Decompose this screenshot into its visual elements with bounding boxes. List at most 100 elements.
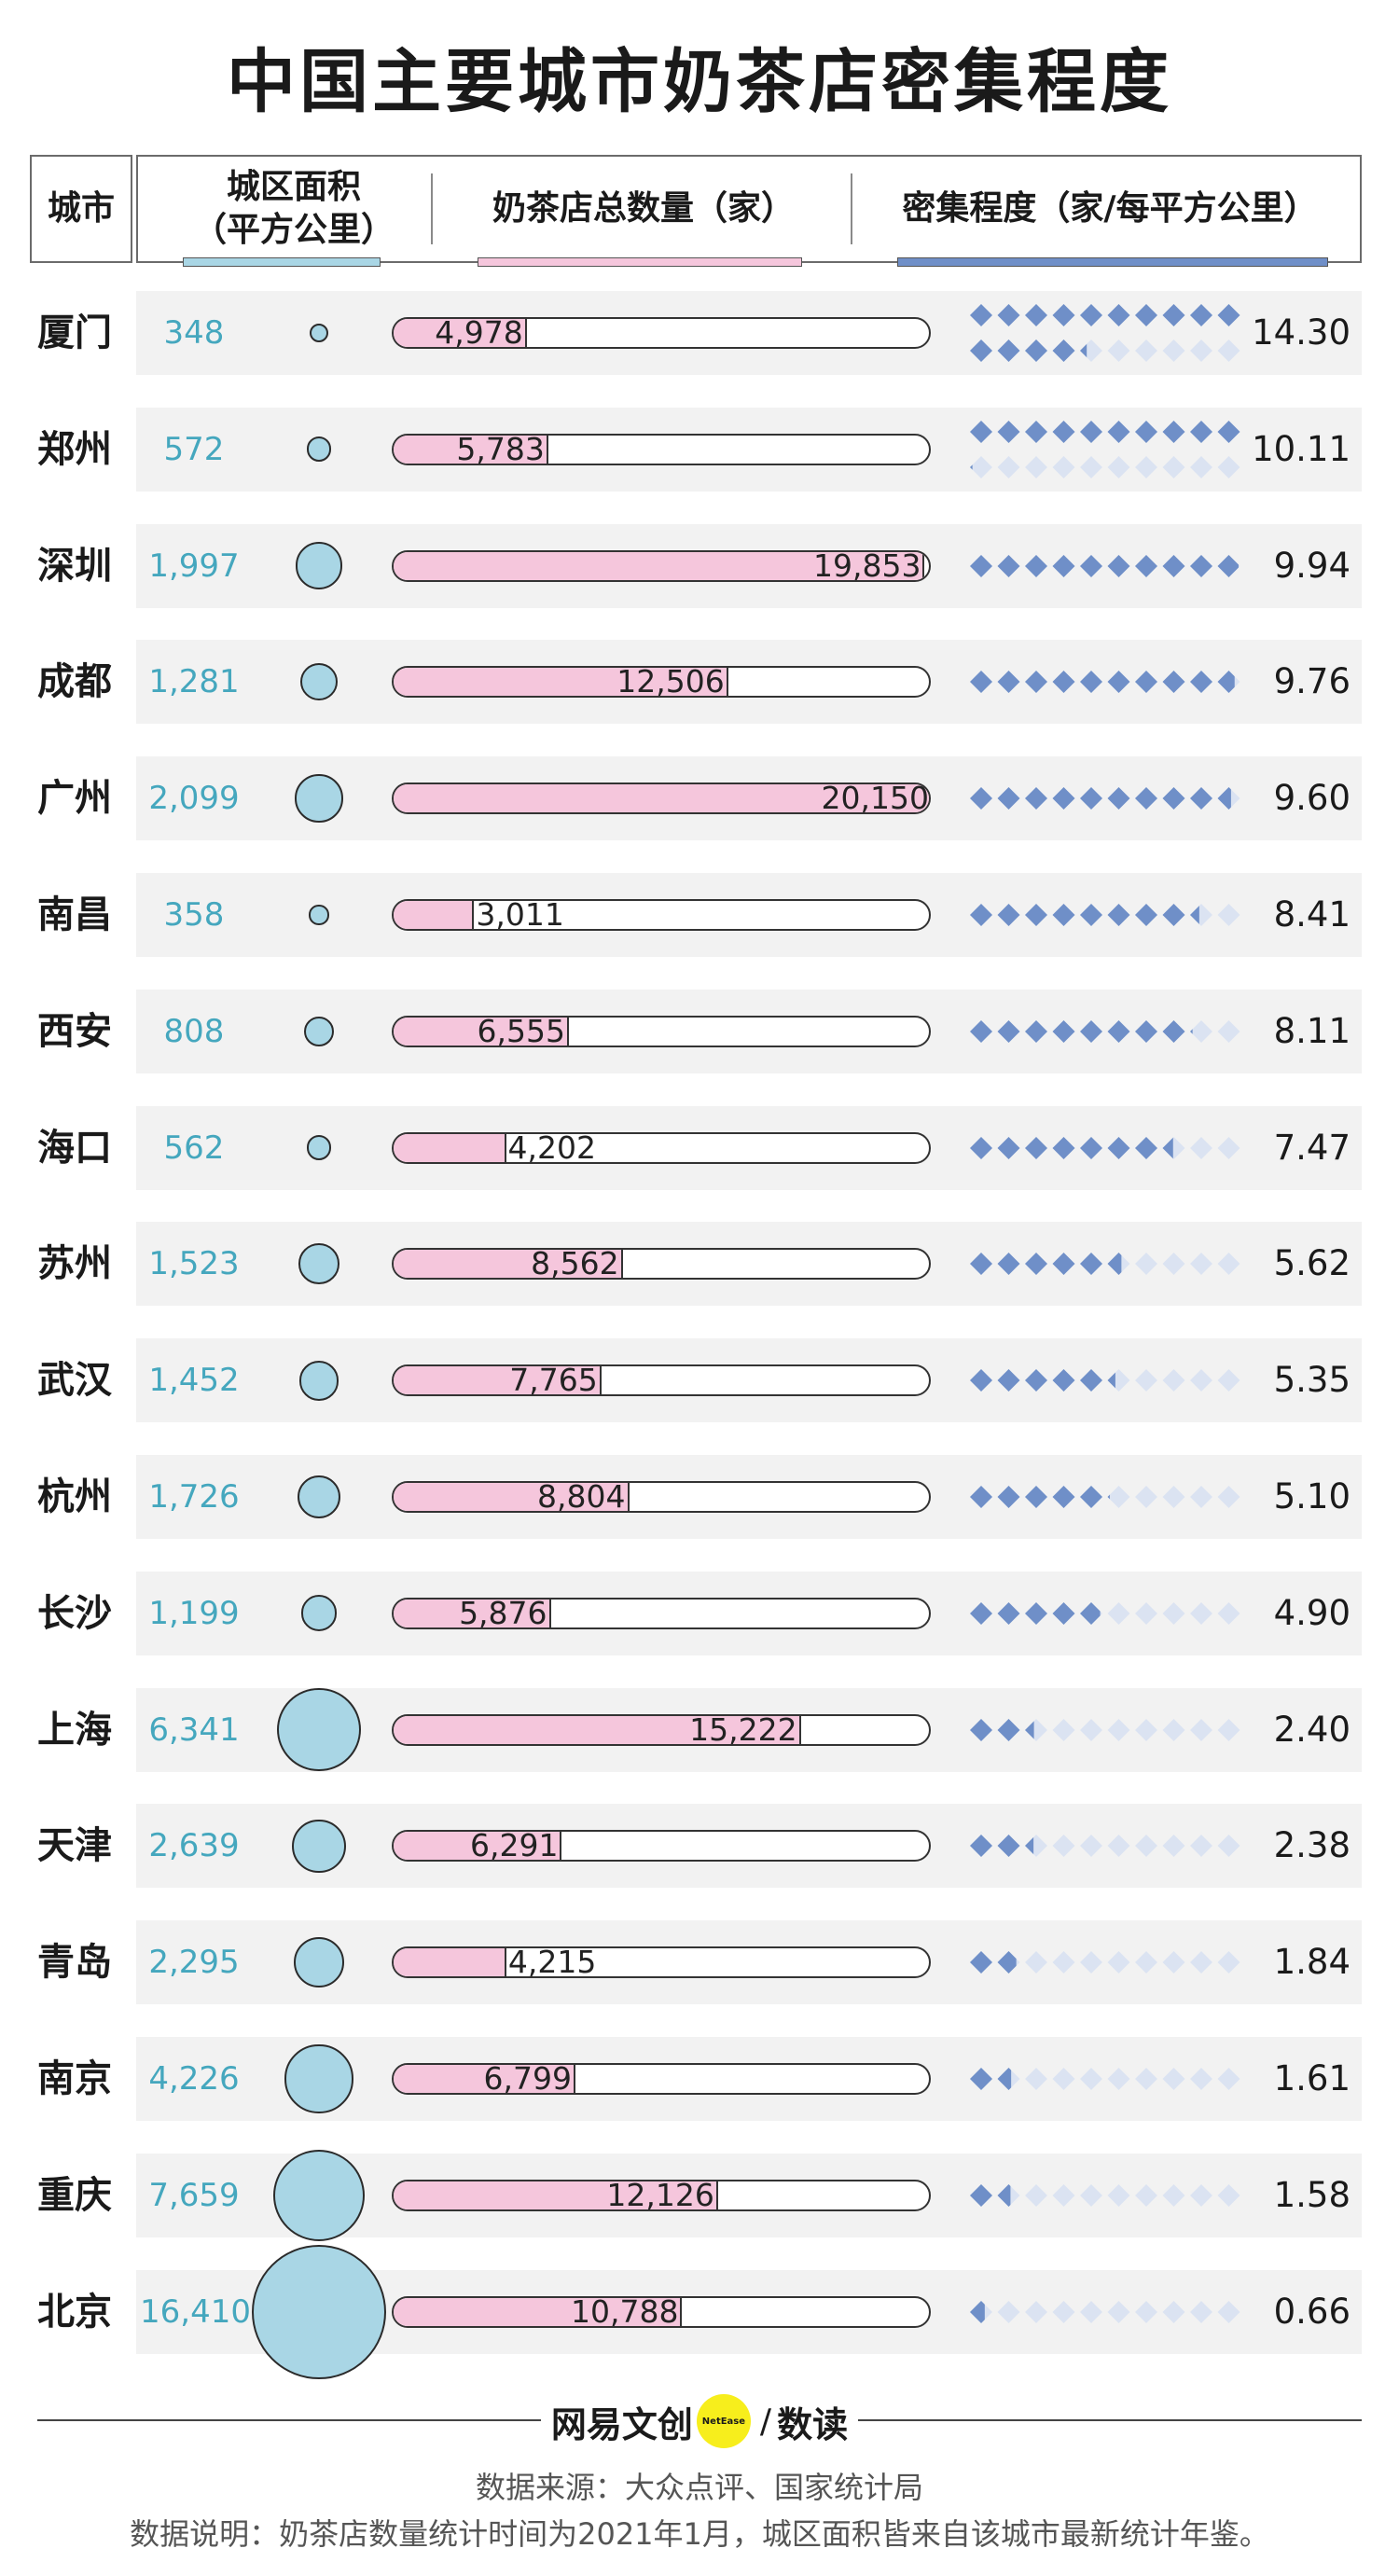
area-bubble: [272, 2149, 366, 2241]
density-diamond-empty: [1217, 1718, 1240, 1741]
density-diamond: [1107, 787, 1130, 810]
density-diamond: [997, 1253, 1020, 1276]
density-diamond-empty: [1107, 2300, 1130, 2323]
density-diamond: [997, 1835, 1020, 1858]
density-diamond: [1107, 1136, 1130, 1159]
density-diamond: [1135, 1136, 1157, 1159]
city-name: 杭州: [37, 1475, 112, 1518]
density-diamond-empty: [1052, 2068, 1075, 2090]
density-diamonds: [970, 671, 1240, 694]
area-value: 808: [163, 1012, 225, 1050]
density-diamond: [1190, 671, 1212, 694]
area-bubble: [300, 1595, 338, 1632]
density-diamonds: [970, 2183, 1240, 2207]
density-value: 10.11: [1252, 428, 1351, 469]
area-bubble: [309, 323, 329, 343]
table-row: 深圳 1,997 19,853 9.94: [0, 523, 1399, 608]
density-diamond-empty: [1217, 455, 1240, 478]
count-bar: [394, 1483, 630, 1511]
city-name: 海口: [37, 1126, 112, 1170]
density-diamond: [1080, 1253, 1102, 1276]
header-count-key: [478, 257, 802, 267]
density-diamond: [1080, 1369, 1102, 1392]
density-diamond: [1107, 1494, 1110, 1500]
density-value: 2.38: [1273, 1825, 1351, 1866]
count-label: 5,876: [459, 1594, 547, 1631]
density-diamond: [1025, 420, 1047, 443]
density-diamond: [970, 1601, 992, 1625]
density-diamond-empty: [1217, 1136, 1240, 1159]
density-value: 5.35: [1273, 1360, 1351, 1401]
density-diamond-empty: [1052, 1835, 1075, 1858]
density-diamond-empty: [1217, 1369, 1240, 1392]
density-diamond: [1217, 671, 1235, 694]
density-diamond: [1190, 304, 1212, 326]
density-diamond: [1190, 787, 1212, 810]
density-diamond: [1025, 1136, 1047, 1159]
density-diamond-empty: [1107, 1951, 1130, 1974]
density-value: 5.10: [1273, 1476, 1351, 1517]
density-diamond: [1080, 343, 1087, 358]
density-diamond: [970, 2300, 985, 2323]
density-diamond-empty: [1107, 339, 1130, 362]
density-diamond-empty: [1190, 1369, 1212, 1392]
density-diamond-empty: [1217, 1951, 1240, 1974]
density-diamond-empty: [1052, 2300, 1075, 2323]
table-row: 苏州 1,523 8,562 5.62: [0, 1222, 1399, 1307]
area-bubble: [295, 542, 343, 589]
density-diamond: [1217, 554, 1240, 577]
density-diamond: [970, 1019, 992, 1043]
density-diamond: [1080, 304, 1102, 326]
density-diamond-empty: [1080, 455, 1102, 478]
count-bar-track: [392, 899, 931, 931]
density-diamond-empty: [1025, 2183, 1047, 2207]
count-bar: [394, 901, 475, 929]
density-diamond: [1025, 787, 1047, 810]
density-diamonds: [970, 1019, 1240, 1043]
density-diamond: [997, 1486, 1020, 1508]
density-diamond-empty: [1162, 1951, 1185, 1974]
density-diamond-empty: [1217, 2183, 1240, 2207]
footer-note: 数据说明：奶茶店数量统计时间为2021年1月，城区面积皆来自该城市最新统计年鉴。: [130, 2516, 1269, 2552]
header-box-city: [30, 155, 132, 263]
count-bar: [394, 1017, 570, 1046]
area-value: 2,099: [148, 780, 240, 818]
density-diamond: [1162, 904, 1185, 926]
area-value: 4,226: [148, 2060, 240, 2098]
count-label: 6,799: [483, 2060, 573, 2097]
header-city-label: 城市: [47, 189, 115, 228]
density-diamond: [1217, 420, 1240, 443]
table-row: 武汉 1,452 7,765 5.35: [0, 1338, 1399, 1423]
city-name: 广州: [37, 777, 112, 821]
density-value: 8.11: [1273, 1010, 1351, 1051]
density-diamond: [1135, 304, 1157, 326]
density-diamond: [1052, 304, 1075, 326]
count-label: 7,765: [509, 1362, 598, 1399]
density-diamond-empty: [1190, 339, 1212, 362]
density-diamond: [1190, 906, 1199, 924]
area-bubble: [284, 2044, 353, 2113]
density-diamond: [1025, 1019, 1047, 1043]
header-density: 密集程度（家/每平方公里）: [858, 155, 1362, 263]
header-count-label: 奶茶店总数量（家）: [492, 189, 795, 228]
density-diamond: [1052, 1253, 1075, 1276]
density-diamond-empty: [1080, 2068, 1102, 2090]
density-diamond: [997, 1718, 1020, 1741]
density-diamond: [1080, 787, 1102, 810]
density-diamond-empty: [1135, 2068, 1157, 2090]
table-row: 青岛 2,295 4,215 1.84: [0, 1920, 1399, 2005]
table-row: 成都 1,281 12,506 9.76: [0, 640, 1399, 725]
density-diamond-empty: [1190, 1136, 1212, 1159]
density-diamond-empty: [1217, 1835, 1240, 1858]
density-diamonds: [970, 1718, 1240, 1741]
density-diamond-empty: [1135, 2183, 1157, 2207]
density-diamond-empty: [1162, 1369, 1185, 1392]
density-diamond-empty: [1190, 1253, 1212, 1276]
density-diamond: [1025, 304, 1047, 326]
density-diamond: [970, 904, 992, 926]
density-diamond: [997, 671, 1020, 694]
area-bubble: [304, 1016, 334, 1046]
city-name: 北京: [37, 2290, 112, 2334]
density-diamond-empty: [1052, 1951, 1075, 1974]
density-diamond-empty: [1217, 339, 1240, 362]
